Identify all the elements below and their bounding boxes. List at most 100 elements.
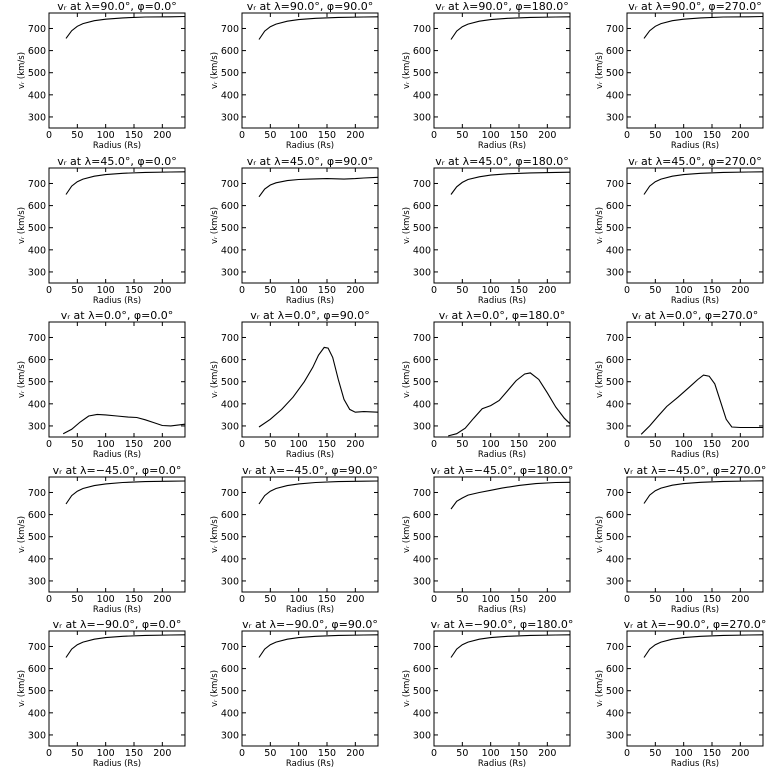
chart-panel: vᵣ at λ=90.0°, φ=0.0° 0 50 100 150 200 300 400 5… (17, 0, 186, 151)
y-tick-label: 500 (28, 532, 46, 543)
x-tick-label: 200 (153, 439, 171, 450)
series-line (65, 15, 186, 39)
y-tick-label: 700 (28, 24, 46, 35)
plot-frame (433, 167, 571, 284)
x-tick-label: 150 (703, 594, 721, 605)
plot-frame (241, 12, 379, 129)
y-tick-label: 600 (221, 46, 239, 57)
series-line (450, 634, 571, 658)
y-tick-label: 700 (606, 24, 624, 35)
x-tick-label: 100 (290, 130, 308, 141)
chart-panel: vᵣ at λ=−90.0°, φ=180.0° 0 50 100 150 200 300 4… (402, 618, 573, 768)
panel-title: vᵣ at λ=−90.0°, φ=180.0° (431, 618, 574, 631)
y-axis-label: vᵣ (km/s) (595, 516, 605, 553)
x-tick-label: 100 (482, 439, 500, 450)
x-tick-label: 100 (97, 748, 115, 759)
panel-title: vᵣ at λ=0.0°, φ=90.0° (250, 309, 370, 322)
x-tick-label: 0 (431, 439, 437, 450)
y-tick-label: 300 (28, 267, 46, 278)
y-tick-label: 500 (413, 223, 431, 234)
x-tick-label: 0 (239, 439, 245, 450)
y-tick-label: 400 (606, 554, 624, 565)
y-tick-label: 500 (221, 377, 239, 388)
y-tick-label: 600 (606, 510, 624, 521)
x-tick-label: 50 (649, 748, 661, 759)
y-axis-label: vᵣ (km/s) (595, 207, 605, 244)
x-tick-label: 200 (731, 748, 749, 759)
y-axis-label: vᵣ (km/s) (595, 361, 605, 398)
y-axis-label: vᵣ (km/s) (595, 52, 605, 89)
x-tick-label: 0 (624, 594, 630, 605)
x-tick-label: 0 (239, 748, 245, 759)
x-axis-label: Radius (Rs) (671, 141, 719, 151)
y-tick-label: 500 (606, 377, 624, 388)
x-tick-label: 0 (624, 439, 630, 450)
y-tick-label: 400 (28, 708, 46, 719)
x-axis-label: Radius (Rs) (93, 450, 141, 460)
x-axis-label: Radius (Rs) (93, 296, 141, 306)
x-tick-label: 50 (71, 285, 83, 296)
y-tick-label: 500 (28, 377, 46, 388)
y-tick-label: 500 (221, 68, 239, 79)
x-axis-label: Radius (Rs) (478, 605, 526, 615)
chart-panel: vᵣ at λ=−45.0°, φ=180.0° 0 50 100 150 200 300 4… (402, 464, 573, 615)
chart-panel: vᵣ at λ=45.0°, φ=90.0° 0 50 100 150 200 300 400… (210, 155, 379, 306)
y-tick-label: 700 (606, 333, 624, 344)
chart-panel: vᵣ at λ=−45.0°, φ=0.0° 0 50 100 150 200 300 400… (17, 464, 186, 615)
y-tick-label: 700 (606, 488, 624, 499)
x-tick-label: 50 (649, 285, 661, 296)
y-tick-label: 600 (606, 355, 624, 366)
x-tick-label: 0 (46, 130, 52, 141)
y-tick-label: 700 (413, 488, 431, 499)
y-tick-label: 300 (606, 421, 624, 432)
series-line (258, 176, 379, 198)
y-tick-label: 500 (413, 532, 431, 543)
y-tick-label: 600 (221, 510, 239, 521)
y-tick-label: 300 (413, 576, 431, 587)
series-line (258, 16, 379, 40)
panel-title: vᵣ at λ=−45.0°, φ=270.0° (624, 464, 767, 477)
x-tick-label: 150 (703, 285, 721, 296)
y-tick-label: 400 (28, 245, 46, 256)
plot-frame (48, 12, 186, 129)
x-tick-label: 150 (125, 285, 143, 296)
panel-title: vᵣ at λ=−45.0°, φ=0.0° (53, 464, 182, 477)
panel-title: vᵣ at λ=0.0°, φ=270.0° (632, 309, 759, 322)
chart-panel: vᵣ at λ=0.0°, φ=90.0° 0 50 100 150 200 300 400 5… (210, 309, 379, 460)
y-tick-label: 500 (28, 223, 46, 234)
y-tick-label: 600 (606, 664, 624, 675)
y-tick-label: 400 (28, 399, 46, 410)
y-axis-label: vᵣ (km/s) (210, 52, 220, 89)
x-tick-label: 150 (703, 130, 721, 141)
x-tick-label: 200 (538, 130, 556, 141)
y-tick-label: 300 (606, 112, 624, 123)
plot-frame (433, 630, 571, 747)
x-tick-label: 50 (264, 594, 276, 605)
x-tick-label: 150 (125, 439, 143, 450)
y-tick-label: 400 (221, 399, 239, 410)
x-tick-label: 150 (318, 748, 336, 759)
panel-title: vᵣ at λ=0.0°, φ=180.0° (439, 309, 566, 322)
y-tick-label: 300 (221, 576, 239, 587)
y-tick-label: 400 (606, 399, 624, 410)
y-tick-label: 400 (413, 399, 431, 410)
chart-panel: vᵣ at λ=−90.0°, φ=0.0° 0 50 100 150 200 300 400… (17, 618, 186, 768)
x-tick-label: 200 (346, 594, 364, 605)
y-tick-label: 600 (413, 664, 431, 675)
x-tick-label: 200 (538, 594, 556, 605)
y-tick-label: 300 (28, 576, 46, 587)
chart-panel: vᵣ at λ=−90.0°, φ=270.0° 0 50 100 150 200 300 4… (595, 618, 766, 768)
series-line (643, 171, 764, 195)
y-tick-label: 600 (413, 510, 431, 521)
series-line (450, 16, 571, 40)
y-tick-label: 600 (606, 201, 624, 212)
x-tick-label: 200 (153, 130, 171, 141)
y-tick-label: 300 (28, 421, 46, 432)
y-tick-label: 600 (28, 46, 46, 57)
y-tick-label: 300 (221, 112, 239, 123)
chart-panel: vᵣ at λ=45.0°, φ=270.0° 0 50 100 150 200 300 40… (595, 155, 764, 306)
panel-title: vᵣ at λ=90.0°, φ=0.0° (57, 0, 177, 13)
y-tick-label: 600 (413, 201, 431, 212)
y-tick-label: 500 (413, 686, 431, 697)
